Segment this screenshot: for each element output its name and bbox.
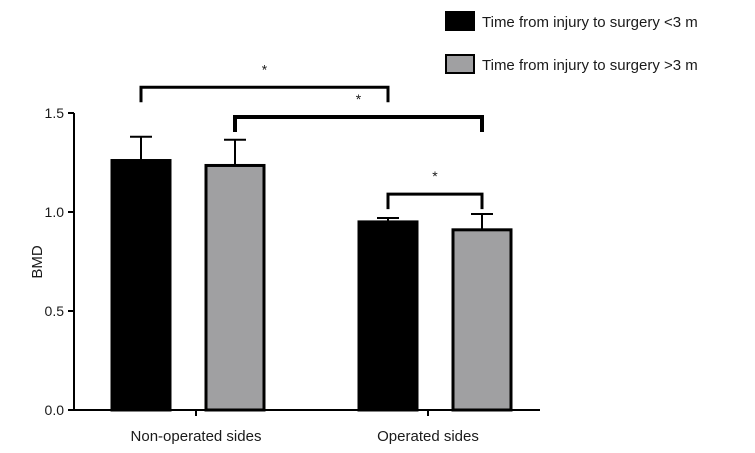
legend-swatch-series-2 xyxy=(445,54,475,74)
legend-label-series-1: Time from injury to surgery <3 m xyxy=(482,14,698,31)
bar-series-2-2 xyxy=(451,228,513,412)
bars xyxy=(110,159,513,412)
x-tick-label: Non-operated sides xyxy=(131,428,262,445)
y-tick-label: 0.5 xyxy=(45,303,65,319)
y-tick-label: 1.5 xyxy=(45,105,65,121)
y-tick-label: 1.0 xyxy=(45,204,65,220)
significance-bracket xyxy=(139,85,390,103)
significance-brackets: * * * xyxy=(139,61,484,210)
significance-star: * xyxy=(432,168,438,184)
bar-series-2-1 xyxy=(204,163,266,412)
y-axis: 0.0 0.5 1.0 1.5 xyxy=(45,105,75,418)
x-tick-label: Operated sides xyxy=(377,428,479,445)
x-axis: Non-operated sides Operated sides xyxy=(73,409,540,445)
significance-bracket xyxy=(386,192,484,210)
y-axis-label: BMD xyxy=(29,245,46,279)
significance-star: * xyxy=(262,61,268,77)
bar-series-1-2 xyxy=(357,220,419,412)
y-tick-label: 0.0 xyxy=(45,402,65,418)
bar-series-1-1 xyxy=(110,159,172,412)
significance-bracket xyxy=(233,114,484,132)
legend-swatch-series-1 xyxy=(445,11,475,31)
error-bars xyxy=(130,135,493,230)
legend-label-series-2: Time from injury to surgery >3 m xyxy=(482,57,698,74)
significance-star: * xyxy=(356,91,362,107)
legend: Time from injury to surgery <3 m Time fr… xyxy=(445,11,698,74)
